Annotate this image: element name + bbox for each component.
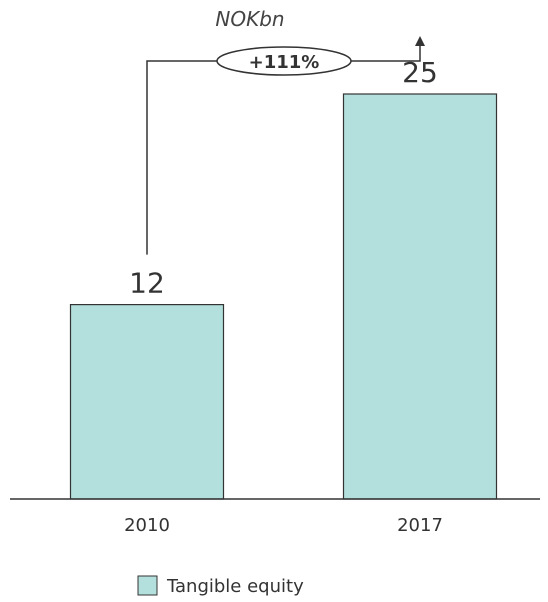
- legend-label: Tangible equity: [166, 576, 304, 597]
- legend-swatch: [137, 575, 158, 596]
- growth-annotation: +111%: [146, 36, 425, 255]
- x-tick-labels-group: 2010 2017: [124, 515, 443, 536]
- data-label-2010: 12: [129, 267, 165, 300]
- growth-label: +111%: [249, 52, 320, 73]
- growth-badge: [216, 46, 352, 76]
- unit-label: NOKbn: [215, 7, 284, 31]
- bars-group: [69, 93, 498, 500]
- x-tick-2010: 2010: [124, 515, 170, 536]
- bar-2017: [342, 93, 498, 500]
- legend: Tangible equity: [137, 575, 304, 597]
- x-tick-2017: 2017: [397, 515, 443, 536]
- bar-2010: [69, 304, 225, 500]
